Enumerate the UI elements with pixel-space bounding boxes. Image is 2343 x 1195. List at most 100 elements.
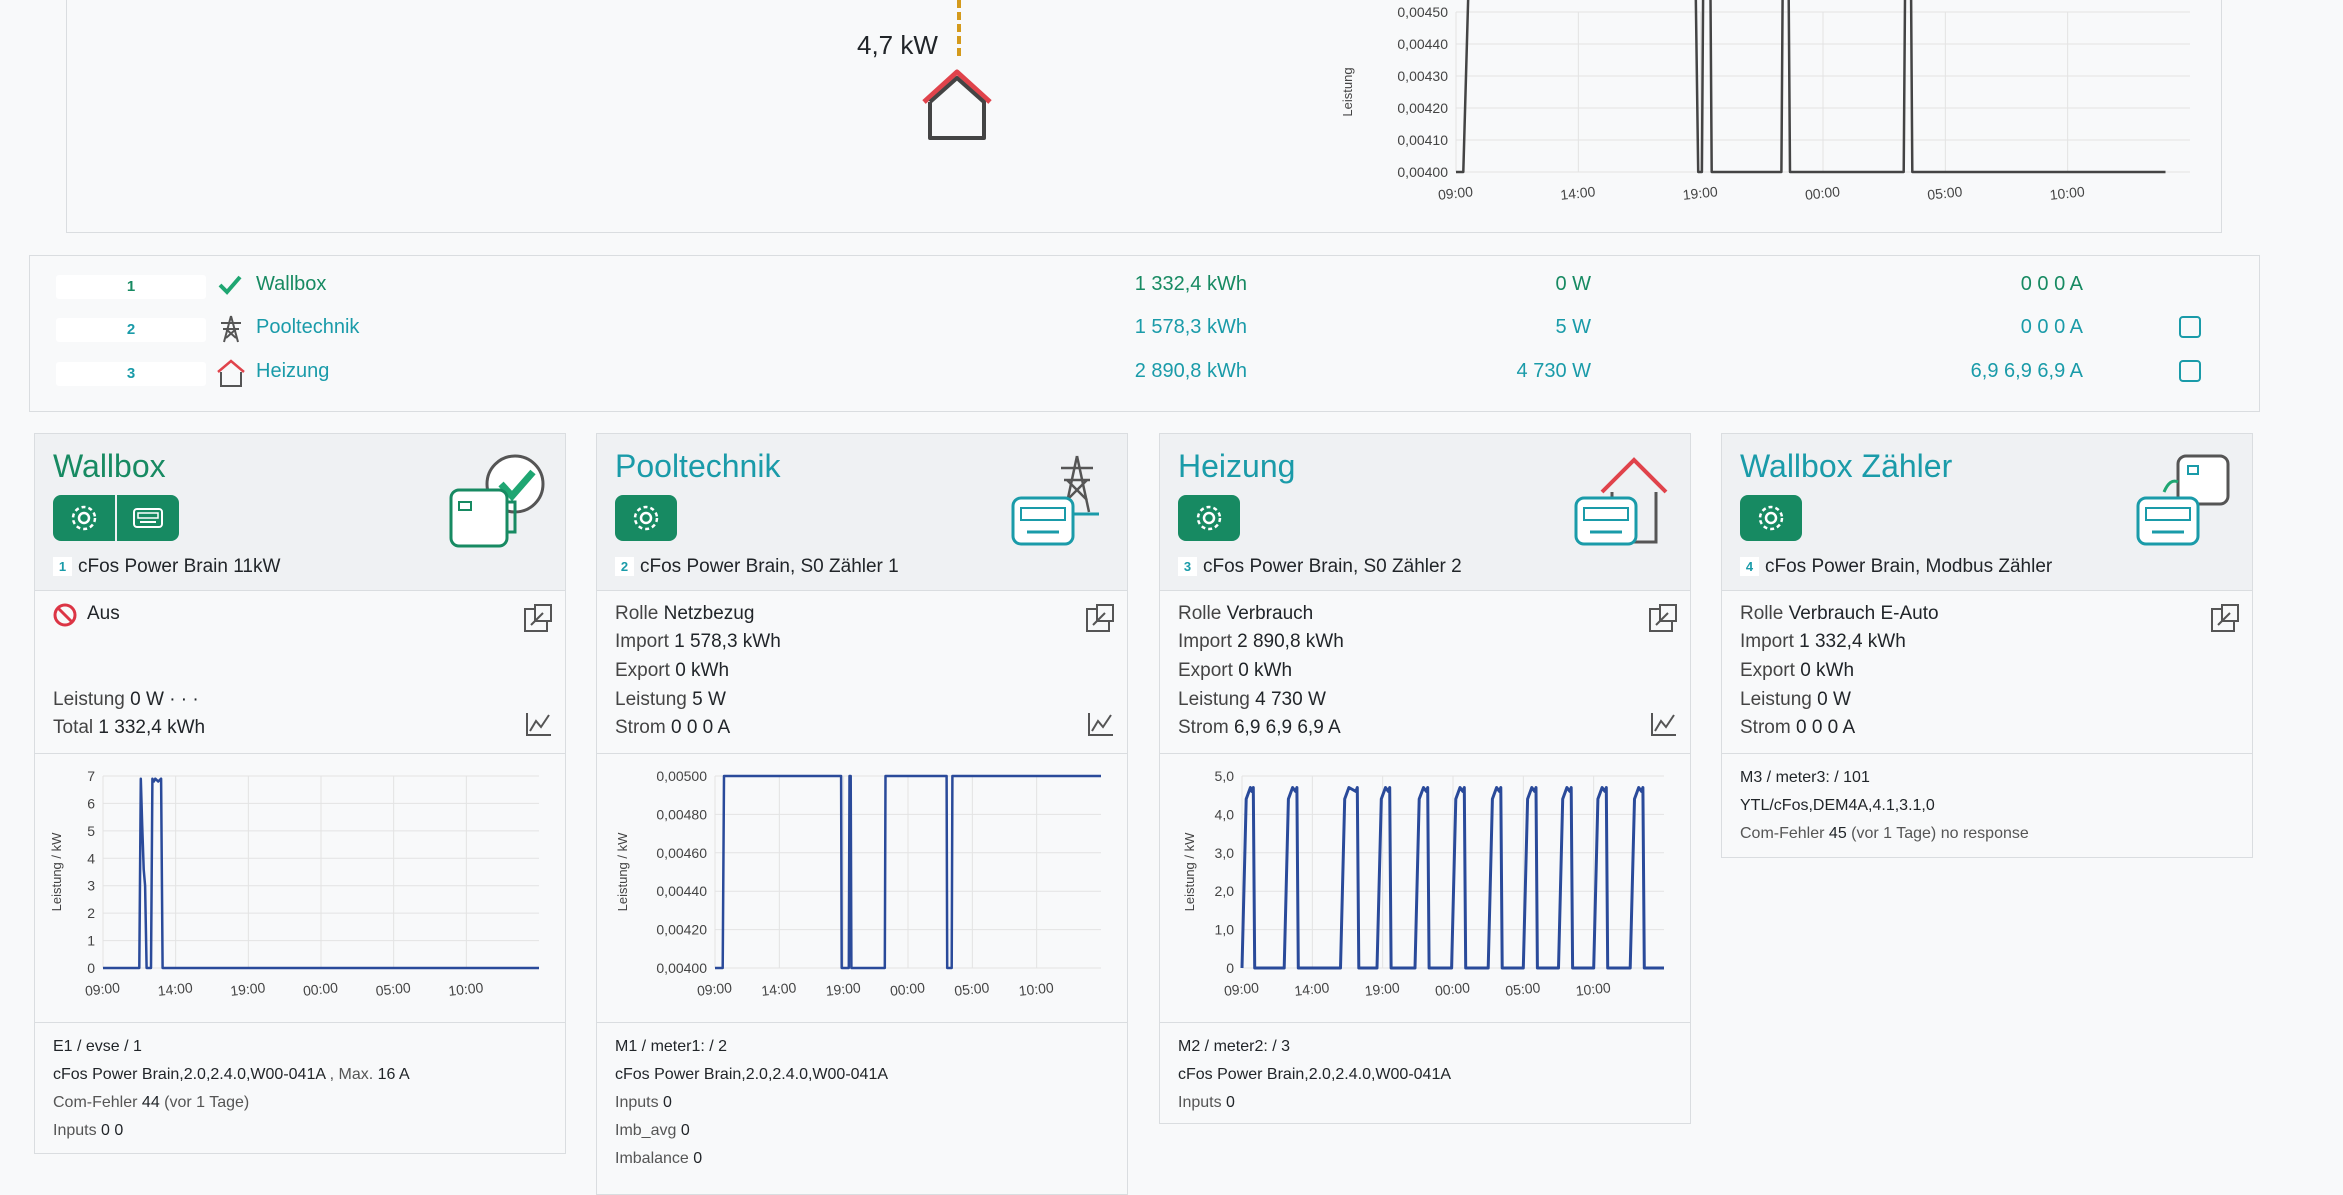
device-checkbox[interactable]	[2179, 316, 2201, 338]
y-tick-label: 7	[87, 768, 95, 784]
device-row-wallbox[interactable]: 1 Wallbox 1 332,4 kWh 0 W 0 0 0 A	[30, 269, 2259, 309]
device-number: 1	[56, 275, 206, 299]
device-current: 6,9 6,9 6,9 A	[1970, 360, 2083, 382]
x-tick-label: 10:00	[448, 979, 485, 999]
imbalance-row: Imbalance 0	[615, 1150, 703, 1167]
open-external-icon[interactable]	[2210, 603, 2240, 633]
y-tick-label: 0,00400	[1397, 164, 1448, 180]
x-tick-label: 05:00	[1505, 979, 1542, 999]
settings-button[interactable]	[615, 495, 677, 541]
x-tick-label: 09:00	[696, 979, 733, 999]
power-flow-line	[957, 0, 961, 56]
card-chart: 0,00500 0,00480 0,00460 0,00440 0,00420 0,004…	[597, 754, 1127, 1023]
device-number: 3	[56, 362, 206, 386]
leistung-row: Leistung 0 W · · ·	[53, 689, 199, 710]
import-row: Import 1 332,4 kWh	[1740, 631, 1906, 652]
export-row: Export 0 kWh	[1740, 660, 1855, 681]
open-external-icon[interactable]	[523, 603, 553, 633]
chart-icon[interactable]	[1087, 711, 1115, 737]
strom-row: Strom 6,9 6,9 6,9 A	[1178, 717, 1341, 738]
card-header: Heizung 3 cFos Power Brain, S0 Zähler 2	[1160, 434, 1690, 591]
card-body: Rolle Verbrauch Import 2 890,8 kWh Expor…	[1160, 591, 1690, 754]
series-line	[1456, 0, 2166, 174]
y-tick-label: 0	[87, 960, 95, 976]
device-row-heizung[interactable]: 3 Heizung 2 890,8 kWh 4 730 W 6,9 6,9 6,…	[30, 356, 2259, 396]
top-power-chart: 0,00450 0,00440 0,00430 0,00420 0,00410 0,004…	[1340, 0, 2190, 203]
card-chart: 5,0 4,0 3,0 2,0 1,0 0 09:00 14:00 19:00 00:00 05:0…	[1160, 754, 1690, 1023]
x-tick-label: 09:00	[84, 979, 121, 999]
open-external-icon[interactable]	[1085, 603, 1115, 633]
check-icon	[218, 275, 242, 295]
leistung-row: Leistung 5 W	[615, 689, 726, 710]
card-heizung: Heizung 3 cFos Power Brain, S0 Zähler 2 R…	[1159, 433, 1691, 1124]
inputs-row: Inputs 0	[615, 1094, 672, 1111]
x-tick-label: 10:00	[1018, 979, 1055, 999]
firmware-info: cFos Power Brain,2.0,2.4.0,W00-041A , Ma…	[53, 1066, 410, 1083]
card-body: Rolle Netzbezug Import 1 578,3 kWh Expor…	[597, 591, 1127, 754]
y-tick-label: 1	[87, 933, 95, 949]
chart-icon[interactable]	[525, 711, 553, 737]
y-tick-label: 0,00460	[656, 845, 707, 861]
device-energy: 1 578,3 kWh	[1134, 316, 1247, 338]
device-row-pooltechnik[interactable]: 2 Pooltechnik 1 578,3 kWh 5 W 0 0 0 A	[30, 312, 2259, 352]
settings-button[interactable]	[53, 495, 115, 541]
role-row: Rolle Verbrauch	[1178, 603, 1314, 624]
series-line	[1240, 786, 1664, 970]
y-tick-label: 0,00440	[656, 883, 707, 899]
x-tick-label: 00:00	[1804, 183, 1841, 203]
inputs-row: Inputs 0 0	[53, 1122, 124, 1139]
y-tick-label: 2	[87, 905, 95, 921]
card-title[interactable]: Wallbox Zähler	[1740, 448, 1953, 484]
firmware-info: cFos Power Brain,2.0,2.4.0,W00-041A	[615, 1066, 889, 1083]
card-body: Rolle Verbrauch E-Auto Import 1 332,4 kW…	[1722, 591, 2252, 754]
y-tick-label: 0,00420	[1397, 100, 1448, 116]
x-tick-label: 05:00	[375, 979, 412, 999]
wallbox-power-chart: 7 6 5 4 3 2 1 0 09:00 14:00 19:00 00:00 05:00 10:00 Le…	[49, 768, 539, 999]
y-tick-label: 0,00450	[1397, 4, 1448, 20]
card-title[interactable]: Heizung	[1178, 448, 1296, 484]
x-tick-label: 05:00	[1927, 183, 1964, 203]
x-tick-label: 14:00	[1294, 979, 1331, 999]
meter-wallbox-icon	[2136, 454, 2230, 546]
pool-power-chart: 0,00500 0,00480 0,00460 0,00440 0,00420 0,004…	[615, 768, 1101, 999]
x-tick-label: 19:00	[825, 979, 862, 999]
chart-icon[interactable]	[1650, 711, 1678, 737]
gear-icon	[1196, 505, 1222, 531]
device-name[interactable]: Pooltechnik	[256, 316, 360, 338]
card-subtitle: 1 cFos Power Brain 11kW	[53, 556, 280, 578]
leistung-row: Leistung 4 730 W	[1178, 689, 1326, 710]
device-address: M3 / meter3: / 101	[1740, 769, 1870, 786]
y-tick-label: 0,00500	[656, 768, 707, 784]
device-name[interactable]: Wallbox	[256, 273, 327, 295]
y-tick-label: 5,0	[1215, 768, 1235, 784]
inputs-row: Inputs 0	[1178, 1094, 1235, 1111]
device-number: 2	[56, 318, 206, 342]
settings-button[interactable]	[1178, 495, 1240, 541]
device-address: M2 / meter2: / 3	[1178, 1038, 1291, 1055]
card-title[interactable]: Wallbox	[53, 448, 166, 484]
y-tick-label: 3,0	[1215, 845, 1235, 861]
y-tick-label: 2,0	[1215, 883, 1235, 899]
open-external-icon[interactable]	[1648, 603, 1678, 633]
device-checkbox[interactable]	[2179, 360, 2201, 382]
settings-button[interactable]	[1740, 495, 1802, 541]
meter-pylon-icon	[1011, 455, 1099, 546]
com-error: Com-Fehler 45 (vor 1 Tage) no response	[1740, 825, 2029, 842]
device-address: E1 / evse / 1	[53, 1038, 142, 1055]
gear-icon	[71, 505, 97, 531]
y-tick-label: 0,00480	[656, 806, 707, 822]
house-icon	[922, 69, 992, 140]
card-title[interactable]: Pooltechnik	[615, 448, 781, 484]
device-energy: 1 332,4 kWh	[1134, 273, 1247, 295]
house-icon	[217, 359, 245, 387]
card-pooltechnik: Pooltechnik 2 cFos Power Brain, S0 Zähler…	[596, 433, 1128, 1195]
device-power: 4 730 W	[1516, 360, 1591, 382]
meter-button[interactable]	[117, 495, 179, 541]
card-footer: M3 / meter3: / 101 YTL/cFos,DEM4A,4.1,3.…	[1722, 754, 2252, 850]
device-power: 0 W	[1555, 273, 1591, 295]
y-axis-label: Leistung	[1340, 67, 1355, 116]
device-name[interactable]: Heizung	[256, 360, 330, 382]
series-line	[715, 774, 1101, 970]
y-tick-label: 0,00400	[656, 960, 707, 976]
y-tick-label: 3	[87, 878, 95, 894]
